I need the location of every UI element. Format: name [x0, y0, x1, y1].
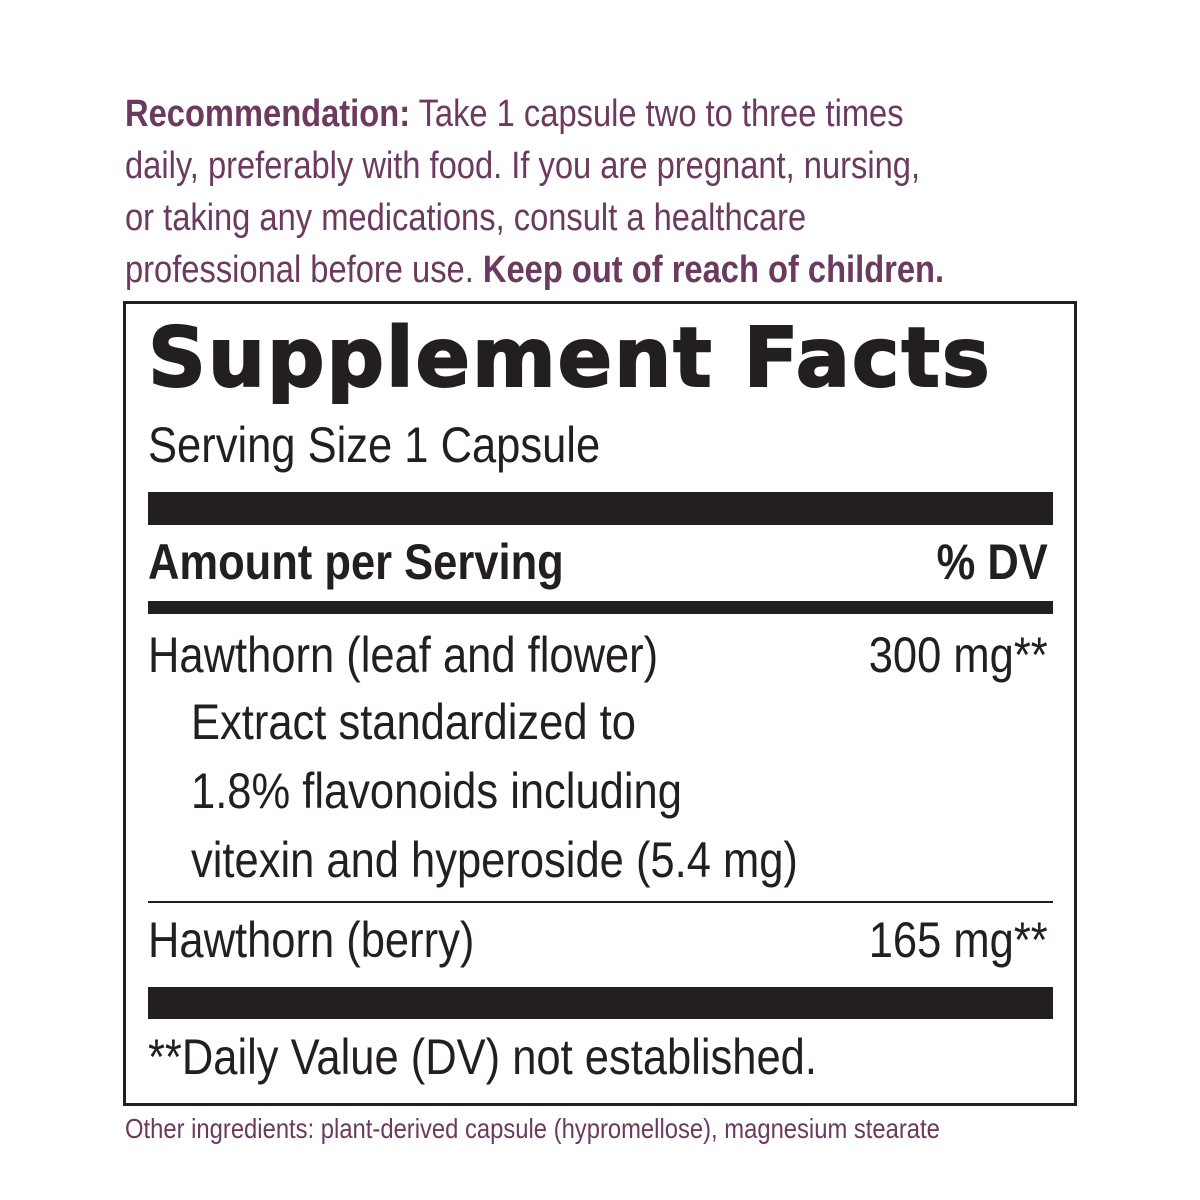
other-ingredients: Other ingredients: plant-derived capsule… [125, 1113, 940, 1144]
ingredient-name: Hawthorn (berry) [148, 912, 475, 968]
rec-text: Take 1 capsule two to three times [410, 93, 904, 135]
rec-label: Recommendation: [125, 93, 411, 135]
ingredient-detail: 1.8% flavonoids including [191, 763, 682, 819]
ingredient-amount: 165 mg** [869, 912, 1048, 968]
divider-medium [148, 601, 1053, 614]
ingredient-name: Hawthorn (leaf and flower) [148, 627, 659, 683]
rec-text: professional before use. [125, 249, 483, 291]
warning: Keep out of reach of children. [482, 249, 945, 291]
panel-title: Supplement Facts [147, 311, 992, 406]
footnote: **Daily Value (DV) not established. [148, 1029, 817, 1085]
rec-line-1: Recommendation: Take 1 capsule two to th… [125, 95, 904, 133]
rec-line-4: professional before use. Keep out of rea… [125, 251, 944, 289]
divider-thick [148, 987, 1053, 1019]
divider-thick [148, 492, 1053, 525]
rec-line-3: or taking any medications, consult a hea… [125, 197, 807, 239]
serving-size: Serving Size 1 Capsule [148, 417, 601, 473]
ingredient-detail: Extract standardized to [191, 694, 636, 750]
ingredient-amount: 300 mg** [869, 627, 1048, 683]
rec-line-2: daily, preferably with food. If you are … [125, 145, 921, 187]
amount-header: Amount per Serving [148, 534, 564, 590]
supplement-facts-panel [123, 301, 1077, 1106]
divider-thin [148, 901, 1053, 903]
dv-header: % DV [936, 534, 1048, 590]
ingredient-detail: vitexin and hyperoside (5.4 mg) [191, 832, 798, 888]
